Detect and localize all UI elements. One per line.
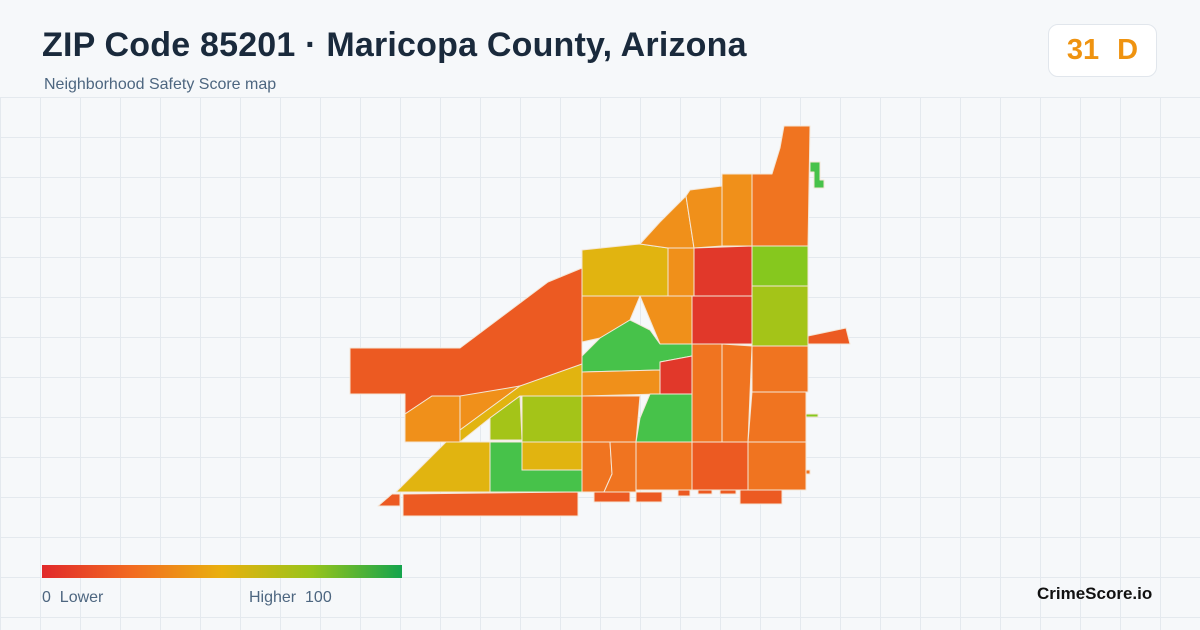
map-region[interactable]	[691, 441, 749, 491]
map-region[interactable]	[747, 391, 807, 443]
map-region[interactable]	[693, 245, 753, 297]
legend-min-value: 0	[42, 589, 51, 606]
page-subtitle: Neighborhood Safety Score map	[44, 76, 277, 93]
map-region[interactable]	[581, 369, 661, 397]
legend-high-label: Higher 100	[249, 589, 332, 607]
map-region[interactable]	[581, 243, 669, 297]
safety-score-value: 31	[1066, 34, 1100, 66]
map-region[interactable]	[807, 327, 851, 345]
map-region[interactable]	[751, 245, 809, 287]
map-region[interactable]	[697, 489, 713, 495]
map-region[interactable]	[751, 285, 809, 347]
legend-color-scale	[42, 565, 402, 578]
map-region[interactable]	[805, 413, 819, 418]
legend-max-value: 100	[305, 589, 332, 606]
map-region[interactable]	[581, 395, 641, 443]
header	[0, 0, 1200, 97]
map-region[interactable]	[521, 395, 583, 443]
safety-score-grade: D	[1117, 34, 1139, 66]
map-region[interactable]	[395, 441, 491, 493]
map-region[interactable]	[691, 343, 723, 443]
map-region[interactable]	[805, 469, 811, 475]
legend-min-label: Lower	[59, 589, 104, 606]
safety-score-badge: 31 D	[1048, 24, 1157, 77]
map-region[interactable]	[691, 295, 753, 345]
legend-low-label: 0 Lower	[42, 589, 103, 607]
map-region[interactable]	[719, 489, 737, 495]
brand-logo-text[interactable]: CrimeScore.io	[1037, 584, 1153, 603]
page-title: ZIP Code 85201 · Maricopa County, Arizon…	[42, 26, 747, 64]
map-region[interactable]	[639, 195, 695, 249]
map-region[interactable]	[377, 493, 401, 507]
map-region[interactable]	[739, 489, 783, 505]
map-region[interactable]	[747, 441, 807, 491]
map-region[interactable]	[721, 343, 753, 443]
legend-max-label: Higher	[249, 589, 297, 606]
map-region[interactable]	[677, 489, 691, 497]
map-region[interactable]	[402, 491, 579, 517]
map-region[interactable]	[635, 491, 663, 503]
map-region[interactable]	[751, 345, 809, 393]
map-region[interactable]	[521, 441, 583, 471]
map-region[interactable]	[635, 441, 693, 491]
map-region[interactable]	[635, 393, 693, 443]
map-region[interactable]	[667, 247, 695, 297]
map-region[interactable]	[659, 355, 693, 395]
map-region[interactable]	[751, 125, 811, 247]
map-region[interactable]	[809, 161, 825, 189]
map-region[interactable]	[721, 173, 753, 247]
map-region[interactable]	[593, 491, 631, 503]
